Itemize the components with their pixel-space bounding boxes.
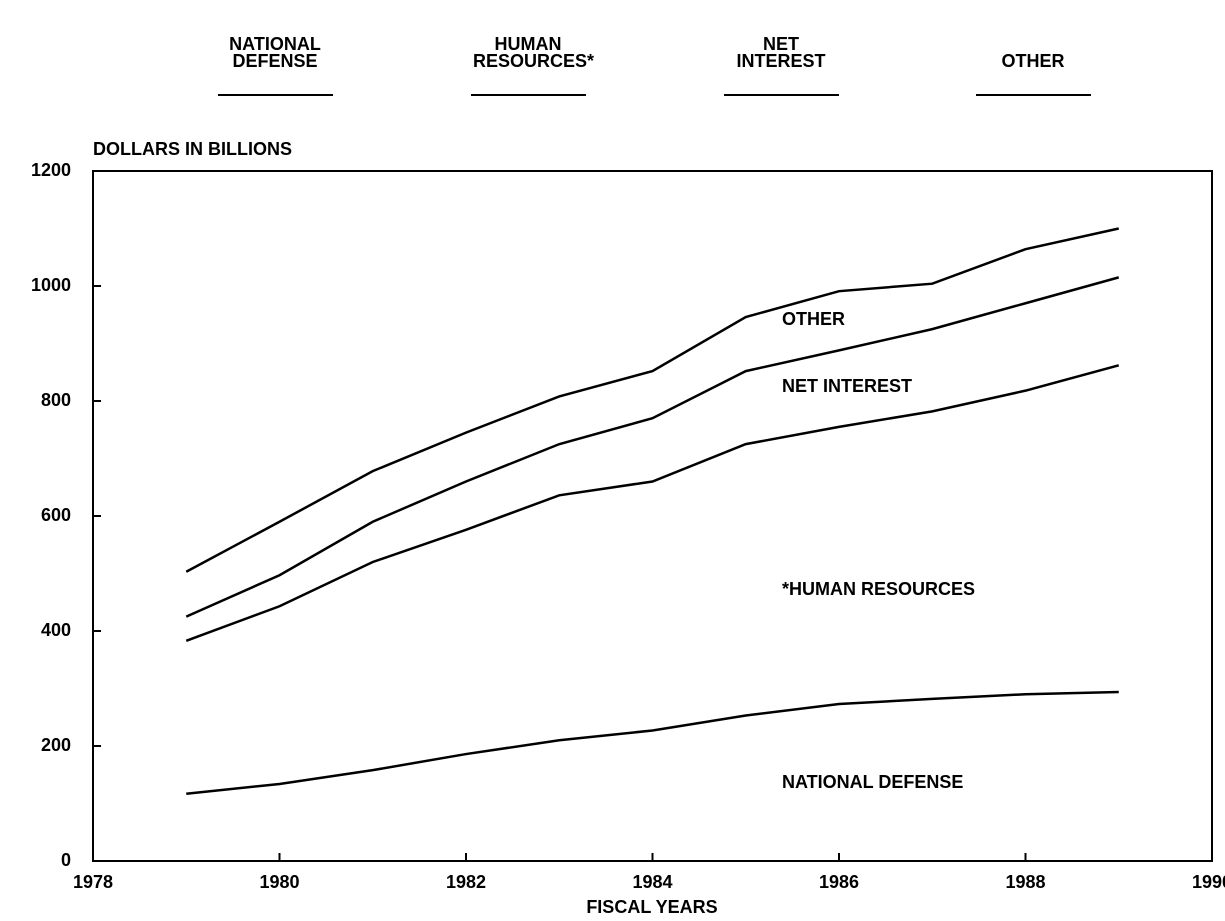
- legend-label: OTHER: [1001, 51, 1065, 71]
- y-tick-label: 0: [61, 850, 71, 870]
- y-tick-label: 1200: [31, 160, 71, 180]
- legend: NATIONAL DEFENSE HUMAN RESOURCES* NET INTE…: [0, 16, 1225, 106]
- legend-item: NET INTEREST: [716, 16, 846, 96]
- annotation: OTHER: [782, 309, 845, 329]
- legend-label: HUMAN RESOURCES*: [473, 34, 595, 71]
- x-axis-label: FISCAL YEARS: [586, 897, 717, 917]
- legend-item: OTHER: [968, 16, 1098, 96]
- x-tick-label: 1986: [819, 872, 859, 892]
- series-line: [185, 276, 1120, 618]
- legend-item: HUMAN RESOURCES*: [463, 16, 595, 96]
- legend-label: NET INTEREST: [736, 34, 826, 71]
- x-tick-label: 1982: [446, 872, 486, 892]
- y-tick-label: 600: [41, 505, 71, 525]
- series-line: [185, 227, 1120, 573]
- annotation: NATIONAL DEFENSE: [782, 772, 963, 792]
- legend-swatch: [723, 94, 839, 96]
- y-tick-label: 800: [41, 390, 71, 410]
- x-tick-label: 1978: [73, 872, 113, 892]
- plot-frame: [92, 170, 1213, 862]
- x-tick-label: 1988: [1005, 872, 1045, 892]
- series-line: [185, 364, 1120, 642]
- x-tick-label: 1984: [632, 872, 672, 892]
- y-tick-label: 400: [41, 620, 71, 640]
- legend-swatch: [975, 94, 1091, 96]
- y-tick-label: 200: [41, 735, 71, 755]
- annotation: NET INTEREST: [782, 376, 912, 396]
- x-tick-label: 1990: [1192, 872, 1225, 892]
- legend-item: NATIONAL DEFENSE: [210, 16, 340, 96]
- legend-label: NATIONAL DEFENSE: [229, 34, 321, 71]
- y-axis-label: DOLLARS IN BILLIONS: [93, 139, 292, 159]
- series-line: [186, 690, 1119, 795]
- y-tick-label: 1000: [31, 275, 71, 295]
- legend-swatch: [470, 94, 586, 96]
- x-tick-label: 1980: [259, 872, 299, 892]
- legend-swatch: [217, 94, 333, 96]
- annotation: *HUMAN RESOURCES: [782, 579, 975, 599]
